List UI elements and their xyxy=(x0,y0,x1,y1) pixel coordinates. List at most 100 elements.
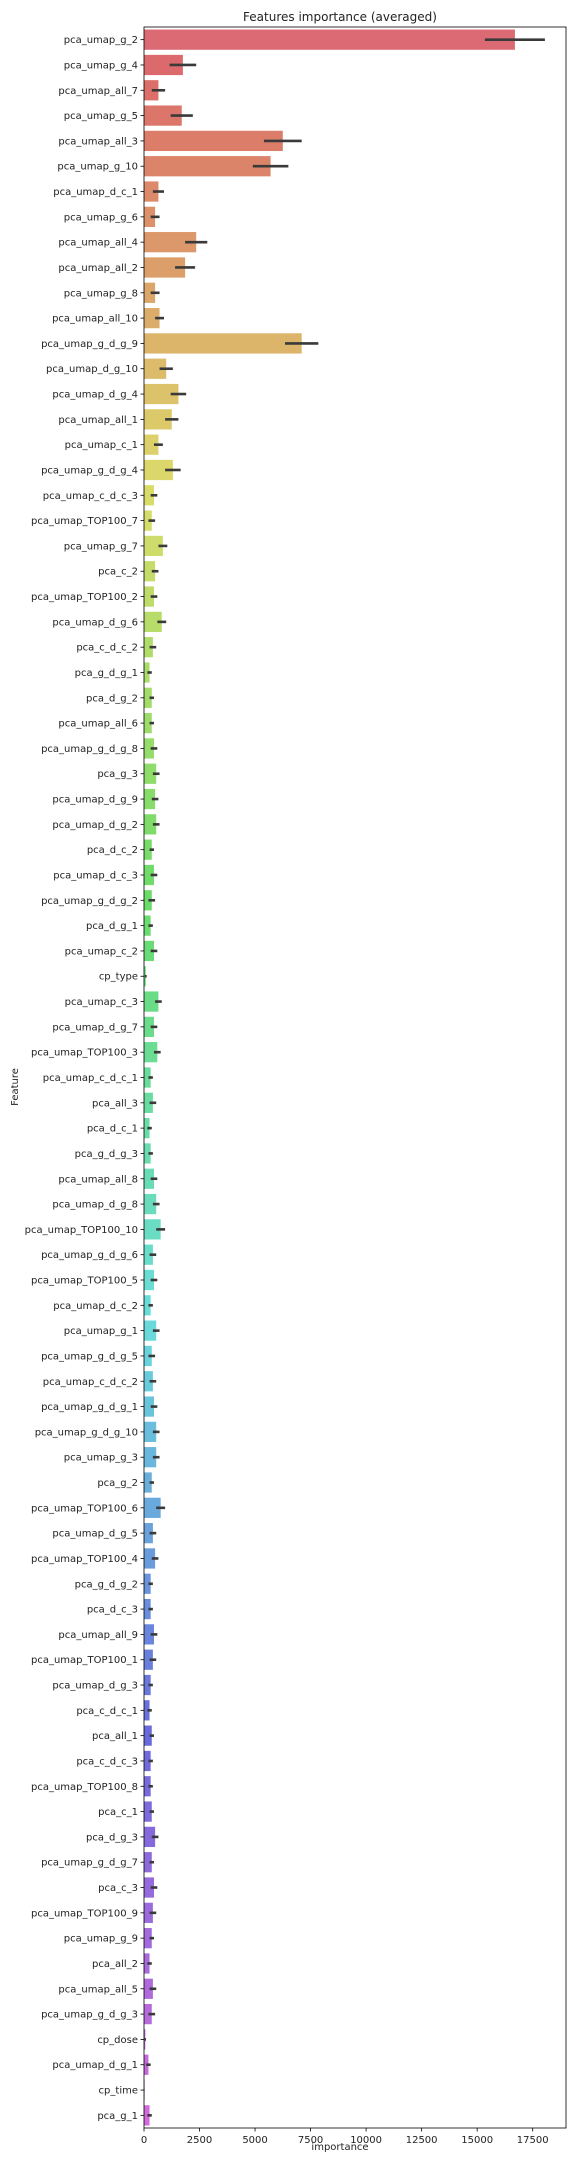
error-bars-layer xyxy=(144,38,545,2117)
bar-pca_umap_c_d_c_2 xyxy=(144,1371,153,1392)
y-tick-label: pca_umap_TOP100_1 xyxy=(31,1655,138,1666)
y-tick-label: pca_umap_c_2 xyxy=(65,946,138,957)
bar-pca_g_d_g_3 xyxy=(144,1143,151,1164)
x-tick-label: 17500 xyxy=(517,2135,549,2146)
y-tick-label: pca_umap_c_d_c_3 xyxy=(43,491,138,502)
y-tick-label: pca_umap_g_6 xyxy=(64,212,138,223)
bar-pca_umap_TOP100_5 xyxy=(144,1269,154,1291)
y-tick-label: pca_all_3 xyxy=(92,1098,138,1109)
y-tick-label: pca_umap_all_2 xyxy=(58,263,138,274)
bar-pca_umap_d_c_2 xyxy=(144,1295,151,1316)
y-tick-label: pca_umap_all_7 xyxy=(58,86,138,97)
y-tick-label: pca_umap_all_3 xyxy=(58,136,138,147)
y-tick-label: pca_umap_TOP100_2 xyxy=(31,592,138,603)
x-tick-label: 5000 xyxy=(242,2135,267,2146)
bar-pca_all_3 xyxy=(144,1092,153,1113)
y-tick-label: pca_umap_TOP100_5 xyxy=(31,1276,138,1287)
y-tick-label: pca_g_3 xyxy=(97,769,138,780)
y-tick-label: cp_dose xyxy=(97,2035,138,2046)
bar-pca_umap_TOP100_7 xyxy=(144,510,152,531)
bar-pca_umap_g_d_g_1 xyxy=(144,1396,154,1417)
x-tick-label: 10000 xyxy=(350,2135,382,2146)
bar-pca_umap_d_g_3 xyxy=(144,1674,151,1696)
bar-pca_umap_d_g_6 xyxy=(144,611,162,632)
y-tick-label: pca_umap_g_5 xyxy=(64,111,138,122)
y-tick-label: pca_umap_TOP100_4 xyxy=(31,1554,138,1565)
bar-pca_g_d_g_1 xyxy=(144,662,150,683)
y-tick-label: pca_umap_g_d_g_4 xyxy=(41,465,138,476)
bar-pca_d_g_2 xyxy=(144,687,152,708)
y-tick-label: pca_umap_all_10 xyxy=(52,314,138,325)
y-tick-label: pca_d_c_1 xyxy=(87,1124,138,1135)
y-tick-label: pca_umap_all_1 xyxy=(58,415,138,426)
y-tick-label: pca_umap_d_g_7 xyxy=(52,1022,138,1033)
y-tick-label: pca_umap_all_5 xyxy=(58,1984,138,1995)
bar-pca_d_c_1 xyxy=(144,1118,150,1139)
y-tick-label: pca_umap_c_d_c_1 xyxy=(43,1073,138,1084)
y-tick-label: pca_umap_TOP100_3 xyxy=(31,1048,138,1059)
bar-pca_umap_g_1 xyxy=(144,1320,157,1341)
bar-pca_umap_TOP100_6 xyxy=(144,1497,161,1518)
bar-pca_d_g_1 xyxy=(144,915,151,936)
y-tick-label: pca_c_d_c_2 xyxy=(76,643,138,654)
y-tick-label: pca_all_1 xyxy=(92,1731,138,1742)
y-tick-label: cp_type xyxy=(99,972,138,983)
y-tick-label: pca_umap_d_g_6 xyxy=(52,617,138,628)
y-tick-label: pca_umap_TOP100_7 xyxy=(31,516,138,527)
y-tick-label: pca_umap_all_9 xyxy=(58,1630,138,1641)
plot-frame xyxy=(143,26,567,2129)
x-tick-label: 15000 xyxy=(461,2135,493,2146)
bar-pca_umap_d_c_3 xyxy=(144,864,154,886)
y-tick-label: pca_d_c_2 xyxy=(87,845,138,856)
y-tick-label: pca_umap_TOP100_6 xyxy=(31,1503,138,1514)
x-tick-label: 7500 xyxy=(298,2135,323,2146)
y-tick-label: pca_umap_g_d_g_8 xyxy=(41,744,138,755)
bar-pca_umap_g_10 xyxy=(144,156,271,177)
y-tick-label: pca_umap_all_8 xyxy=(58,1174,138,1185)
bar-pca_c_d_c_2 xyxy=(144,637,153,658)
y-tick-label: pca_umap_g_7 xyxy=(64,541,138,552)
bar-pca_umap_all_5 xyxy=(144,1978,153,1999)
bar-pca_umap_all_9 xyxy=(144,1624,154,1645)
bar-pca_umap_d_g_7 xyxy=(144,1016,154,1037)
bar-pca_g_3 xyxy=(144,763,157,784)
bar-pca_umap_g_9 xyxy=(144,1928,152,1949)
y-tick-label: pca_umap_d_g_9 xyxy=(52,795,138,806)
y-tick-label: pca_umap_d_c_2 xyxy=(53,1301,138,1312)
y-tick-label: pca_umap_c_3 xyxy=(65,997,138,1008)
bar-pca_umap_g_8 xyxy=(144,282,156,303)
bar-pca_umap_d_g_2 xyxy=(144,814,157,835)
y-tick-label: pca_umap_g_1 xyxy=(64,1326,138,1337)
y-tick-label: pca_c_3 xyxy=(98,1883,138,1894)
bar-pca_umap_TOP100_8 xyxy=(144,1776,151,1797)
bar-pca_umap_c_3 xyxy=(144,991,159,1012)
x-ticks: 0 2500 5000 7500 10000 12500 15000 17500 xyxy=(141,2128,549,2146)
y-tick-label: pca_umap_c_1 xyxy=(65,440,138,451)
y-tick-label: pca_umap_g_d_g_1 xyxy=(41,1402,138,1413)
bar-pca_umap_c_2 xyxy=(144,940,154,962)
bar-pca_umap_g_4 xyxy=(144,54,183,76)
chart-title: Features importance (averaged) xyxy=(243,10,437,24)
bar-pca_umap_g_d_g_5 xyxy=(144,1345,152,1367)
bar-pca_umap_d_g_9 xyxy=(144,788,156,810)
bar-pca_umap_g_d_g_3 xyxy=(144,2003,152,2025)
y-tick-label: pca_umap_g_d_g_6 xyxy=(41,1250,138,1261)
y-tick-label: pca_umap_g_2 xyxy=(64,35,138,46)
y-tick-label: pca_umap_TOP100_8 xyxy=(31,1782,138,1793)
x-tick-label: 2500 xyxy=(187,2135,212,2146)
bar-pca_c_d_c_1 xyxy=(144,1700,150,1721)
bar-pca_g_d_g_2 xyxy=(144,1573,151,1594)
bar-pca_umap_all_10 xyxy=(144,307,160,329)
bar-pca_umap_g_3 xyxy=(144,1447,157,1468)
bar-pca_umap_g_d_g_4 xyxy=(144,459,173,481)
bar-pca_umap_TOP100_9 xyxy=(144,1902,153,1923)
x-tick-label: 0 xyxy=(141,2135,147,2146)
bar-pca_umap_all_6 xyxy=(144,712,152,734)
y-tick-label: pca_c_d_c_1 xyxy=(76,1706,138,1717)
y-tick-label: pca_umap_g_8 xyxy=(64,288,138,299)
bar-pca_c_d_c_3 xyxy=(144,1750,151,1772)
bar-pca_umap_TOP100_3 xyxy=(144,1042,158,1063)
bar-pca_umap_g_d_g_2 xyxy=(144,890,152,911)
bar-pca_d_g_3 xyxy=(144,1826,156,1848)
bar-pca_umap_TOP100_2 xyxy=(144,586,154,607)
